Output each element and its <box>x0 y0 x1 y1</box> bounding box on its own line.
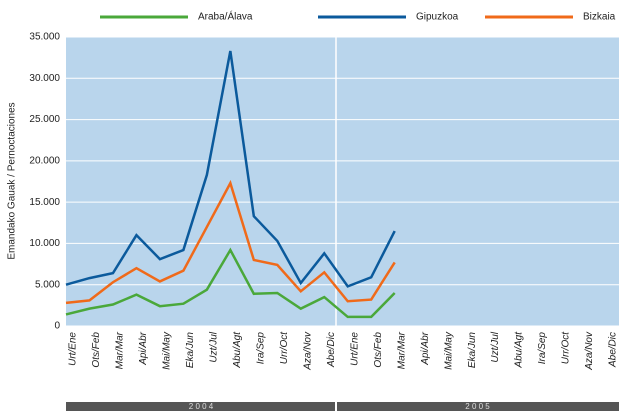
x-tick-label: Api/Abr <box>138 331 149 365</box>
y-tick-label: 10.000 <box>29 238 60 249</box>
y-tick-label: 35.000 <box>29 32 60 43</box>
x-tick-label: Api/Abr <box>420 331 431 365</box>
x-tick-label: Mar/Mar <box>396 331 407 369</box>
y-tick-label: 15.000 <box>29 197 60 208</box>
year-label: 2 0 0 4 <box>189 402 214 411</box>
x-tick-label: Uzt/Jul <box>490 331 501 362</box>
x-tick-label: Ots/Feb <box>91 332 102 368</box>
x-tick-label: Ots/Feb <box>373 332 384 368</box>
plot-area <box>66 37 619 326</box>
x-tick-label: Eka/Jun <box>467 332 478 369</box>
x-tick-label: Abe/Dic <box>608 332 619 368</box>
x-tick-label: Mai/May <box>443 331 454 370</box>
x-tick-label: Urr/Oct <box>279 331 290 364</box>
x-tick-label: Abu/Agt <box>514 331 525 369</box>
y-axis-title: Emandako Gauak / Pernoctaciones <box>7 102 18 259</box>
y-tick-label: 30.000 <box>29 73 60 84</box>
y-tick-label: 20.000 <box>29 155 60 166</box>
x-tick-label: Mar/Mar <box>115 331 126 369</box>
x-tick-label: Aza/Nov <box>584 331 595 371</box>
x-tick-label: Ira/Sep <box>255 332 266 365</box>
year-label: 2 0 0 5 <box>465 402 490 411</box>
x-tick-label: Abu/Agt <box>232 331 243 369</box>
x-tick-label: Urt/Ene <box>68 332 79 366</box>
x-tick-label: Urr/Oct <box>561 331 572 364</box>
year-band <box>337 402 619 411</box>
x-tick-label: Urt/Ene <box>349 332 360 366</box>
x-tick-label: Uzt/Jul <box>209 331 220 362</box>
x-tick-label: Eka/Jun <box>185 332 196 369</box>
legend-label: Gipuzkoa <box>416 12 459 23</box>
year-band <box>66 402 335 411</box>
y-tick-label: 0 <box>54 321 60 332</box>
y-tick-label: 5.000 <box>35 279 60 290</box>
series-line <box>65 179 396 305</box>
series-line <box>65 50 396 288</box>
x-tick-label: Aza/Nov <box>302 331 313 371</box>
series-line <box>65 247 396 319</box>
x-tick-label: Mai/May <box>162 331 173 370</box>
x-tick-label: Abe/Dic <box>326 332 337 368</box>
legend-label: Bizkaia <box>583 12 616 23</box>
x-tick-label: Ira/Sep <box>537 332 548 365</box>
legend-label: Araba/Álava <box>198 10 253 23</box>
y-tick-label: 25.000 <box>29 114 60 125</box>
